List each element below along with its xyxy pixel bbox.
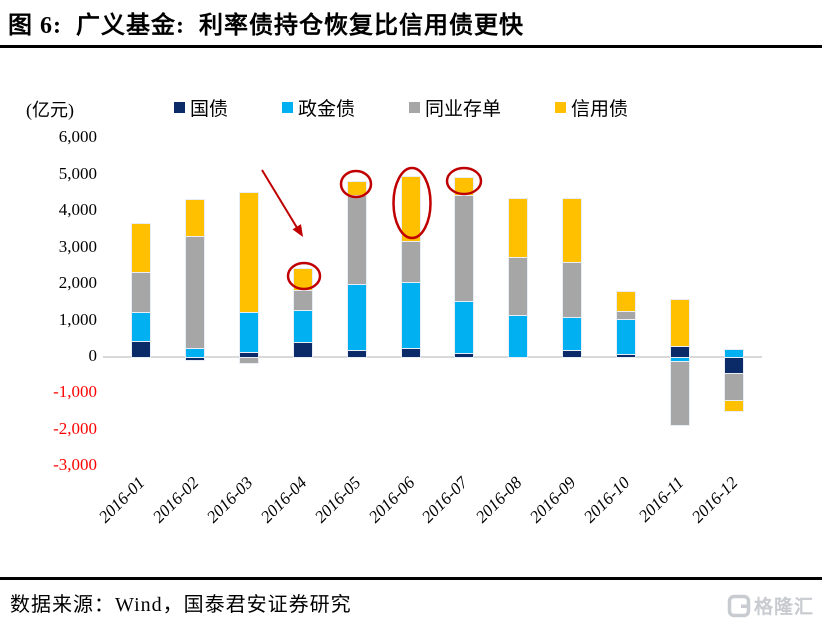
bar-segment-2016-01-政金债 [132,311,150,342]
bar-segment-2016-10-信用债 [617,292,636,312]
bar-segment-2016-04-同业存单 [293,289,312,310]
legend-item-同业存单: 同业存单 [409,94,501,121]
bar-segment-2016-07-同业存单 [455,195,474,301]
bar-segment-2016-05-信用债 [347,182,366,195]
bar-segment-2016-05-同业存单 [347,194,366,285]
annotation-arrow-line [261,169,300,232]
legend-swatch [282,102,294,113]
bar-segment-2016-06-信用债 [401,176,420,242]
bar-segment-2016-11-信用债 [671,299,689,347]
y-axis-unit-label: (亿元) [26,100,74,120]
bar-segment-2016-03-政金债 [239,311,258,353]
y-tick-label: -1,000 [53,382,97,402]
bar-segment-2016-07-国债 [455,352,474,357]
bar-segment-2016-01-国债 [132,341,150,357]
bar-segment-2016-02-同业存单 [185,235,204,349]
y-tick-label: -3,000 [53,455,97,475]
bar-segment-2016-02-政金债 [185,348,204,357]
bar-segment-2016-09-同业存单 [563,262,582,317]
legend-swatch [409,102,421,113]
data-source-text: 数据来源：Wind，国泰君安证券研究 [10,594,352,616]
y-tick-label: 3,000 [58,236,97,256]
bar-segment-2016-01-信用债 [132,223,150,272]
bar-segment-2016-06-政金债 [401,282,420,348]
chart-legend: 国债 政金债 同业存单 信用债 [174,94,628,121]
y-tick-label: 2,000 [58,273,97,293]
zero-gridline [103,356,762,358]
gelonghui-logo: 格隆汇 [727,592,814,619]
bar-segment-2016-09-信用债 [563,198,582,263]
legend-swatch [174,102,185,113]
bar-segment-2016-08-信用债 [509,198,528,258]
bar-segment-2016-08-政金债 [509,315,528,357]
bar-segment-2016-07-信用债 [455,178,474,196]
bar-segment-2016-04-国债 [293,342,312,357]
bar-segment-2016-12-政金债 [724,350,743,357]
bar-segment-2016-03-信用债 [239,192,258,312]
y-tick-label: 4,000 [58,200,97,220]
bar-segment-2016-11-政金债 [671,358,689,363]
figure-title: 图 6: 广义基金: 利率债持仓恢复比信用债更快 [8,13,524,39]
legend-label: 国债 [190,99,229,120]
bar-segment-2016-09-政金债 [563,316,582,351]
bar-segment-2016-12-同业存单 [724,373,743,402]
bar-segment-2016-11-国债 [671,346,689,357]
annotation-arrow-head [292,224,303,237]
bar-segment-2016-03-国债 [239,352,258,357]
legend-item-信用债: 信用债 [555,94,628,121]
bar-segment-2016-10-同业存单 [617,311,636,319]
y-tick-label: 5,000 [58,163,97,183]
bar-segment-2016-05-政金债 [347,284,366,350]
bar-segment-2016-06-同业存单 [401,241,420,283]
gelonghui-g-icon [727,594,751,617]
bar-segment-2016-05-国债 [347,349,366,357]
legend-swatch [555,102,567,113]
footer-divider [0,577,822,580]
y-tick-label: -2,000 [53,418,97,438]
y-tick-label: 1,000 [58,309,97,329]
bar-segment-2016-11-同业存单 [671,362,689,426]
legend-item-政金债: 政金债 [282,94,355,121]
legend-label: 同业存单 [425,99,502,120]
legend-label: 政金债 [298,99,356,120]
bar-segment-2016-09-国债 [563,350,582,357]
bar-segment-2016-04-信用债 [293,269,312,290]
legend-label: 信用债 [571,99,629,120]
gelonghui-logo-text: 格隆汇 [753,597,814,618]
bar-segment-2016-02-国债 [185,358,204,361]
bar-segment-2016-12-信用债 [724,401,743,412]
y-tick-label: 0 [88,346,98,365]
bar-segment-2016-10-政金债 [617,318,636,354]
bar-segment-2016-01-同业存单 [132,271,150,312]
bar-segment-2016-07-政金债 [455,300,474,353]
bar-segment-2016-08-同业存单 [509,257,528,316]
legend-item-国债: 国债 [174,94,228,121]
bar-segment-2016-10-国债 [617,353,636,357]
bar-segment-2016-02-信用债 [185,199,204,236]
y-tick-label: 6,000 [58,127,97,147]
bar-segment-2016-04-政金债 [293,309,312,343]
bar-segment-2016-03-同业存单 [239,358,258,363]
bar-segment-2016-12-国债 [724,358,743,374]
title-divider [0,45,822,48]
bar-segment-2016-06-国债 [401,347,420,357]
